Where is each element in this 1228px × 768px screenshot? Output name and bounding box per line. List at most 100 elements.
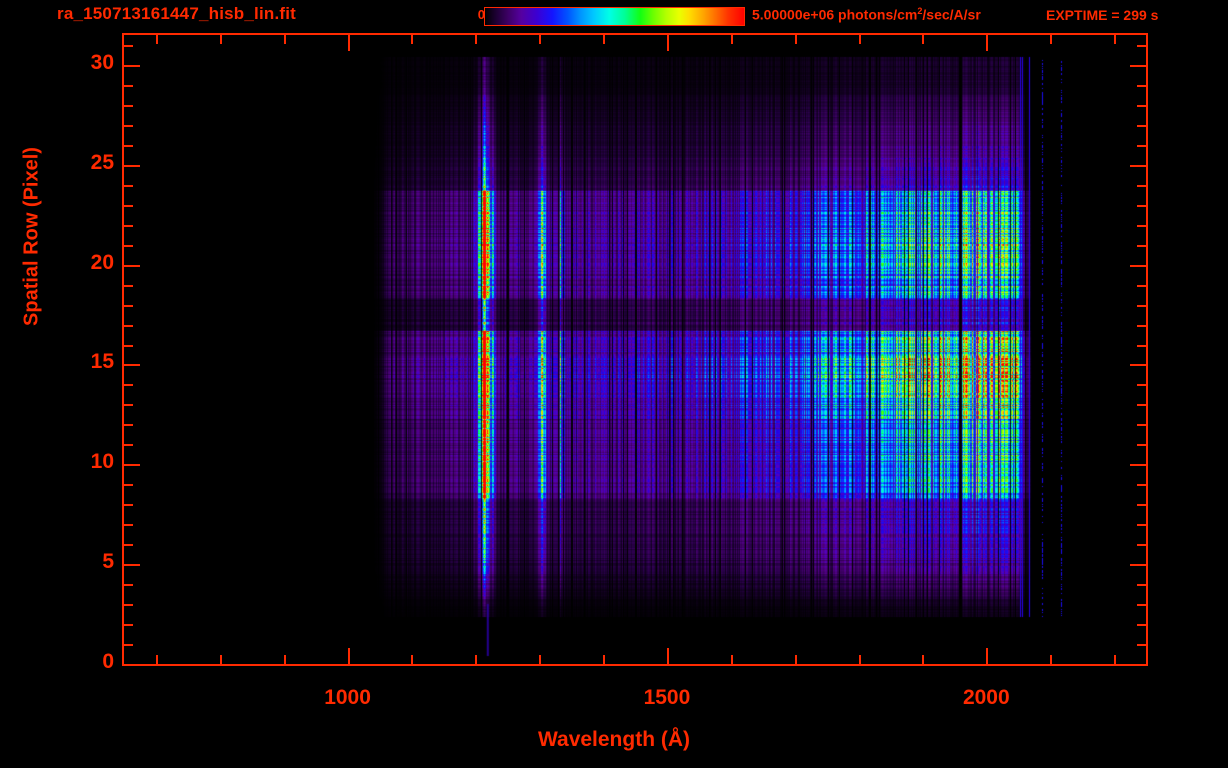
- y-minor-tick-right: [1137, 324, 1146, 327]
- y-major-tick: [124, 364, 140, 367]
- x-minor-tick: [730, 655, 733, 664]
- y-minor-tick-right: [1137, 644, 1146, 647]
- x-tick-label: 2000: [962, 686, 1010, 709]
- colorbar-max-exponent: 2: [917, 6, 923, 16]
- exptime-label: EXPTIME = 299 s: [1046, 7, 1159, 23]
- y-minor-tick: [124, 444, 133, 447]
- x-tick-label: 1500: [643, 686, 691, 709]
- x-minor-tick-top: [155, 35, 158, 44]
- y-major-tick: [124, 64, 140, 67]
- y-tick-label: 15: [90, 350, 114, 374]
- x-major-tick-top: [666, 35, 669, 51]
- y-minor-tick-right: [1137, 584, 1146, 587]
- y-minor-tick-right: [1137, 604, 1146, 607]
- y-minor-tick-right: [1137, 144, 1146, 147]
- y-minor-tick: [124, 624, 133, 627]
- y-major-tick-right: [1130, 364, 1146, 367]
- y-tick-label: 10: [90, 450, 114, 474]
- y-minor-tick: [124, 384, 133, 387]
- y-minor-tick: [124, 544, 133, 547]
- colorbar-max-value: 5.00000e+06 photons/cm: [752, 6, 918, 23]
- y-minor-tick-right: [1137, 404, 1146, 407]
- y-minor-tick: [124, 644, 133, 647]
- y-minor-tick-right: [1137, 384, 1146, 387]
- y-minor-tick-right: [1137, 44, 1146, 47]
- y-tick-label: 5: [102, 550, 114, 574]
- x-major-tick: [666, 648, 669, 664]
- y-major-tick: [124, 464, 140, 467]
- y-minor-tick: [124, 324, 133, 327]
- x-minor-tick-top: [794, 35, 797, 44]
- y-minor-tick-right: [1137, 424, 1146, 427]
- y-minor-tick: [124, 144, 133, 147]
- x-minor-tick-top: [411, 35, 414, 44]
- y-minor-tick: [124, 284, 133, 287]
- x-minor-tick-top: [603, 35, 606, 44]
- colorbar: [484, 7, 745, 26]
- y-minor-tick-right: [1137, 244, 1146, 247]
- y-minor-tick: [124, 404, 133, 407]
- y-minor-tick: [124, 124, 133, 127]
- y-minor-tick-right: [1137, 124, 1146, 127]
- y-minor-tick: [124, 504, 133, 507]
- plot-frame: [122, 33, 1148, 666]
- x-major-tick-top: [986, 35, 989, 51]
- y-minor-tick: [124, 204, 133, 207]
- y-minor-tick-right: [1137, 284, 1146, 287]
- y-minor-tick-right: [1137, 84, 1146, 87]
- x-minor-tick: [858, 655, 861, 664]
- x-minor-tick: [603, 655, 606, 664]
- x-major-tick: [347, 648, 350, 664]
- x-minor-tick-top: [283, 35, 286, 44]
- y-minor-tick-right: [1137, 204, 1146, 207]
- y-minor-tick: [124, 104, 133, 107]
- y-major-tick-right: [1130, 464, 1146, 467]
- y-major-tick-right: [1130, 164, 1146, 167]
- y-minor-tick: [124, 524, 133, 527]
- y-minor-tick-right: [1137, 544, 1146, 547]
- colorbar-max-unit-tail: /sec/A/sr: [922, 6, 981, 23]
- y-minor-tick: [124, 584, 133, 587]
- x-minor-tick: [794, 655, 797, 664]
- y-major-tick-right: [1130, 264, 1146, 267]
- x-minor-tick-top: [730, 35, 733, 44]
- y-minor-tick-right: [1137, 224, 1146, 227]
- y-tick-label: 0: [102, 650, 114, 673]
- x-minor-tick: [155, 655, 158, 664]
- y-minor-tick: [124, 604, 133, 607]
- x-minor-tick: [475, 655, 478, 664]
- y-minor-tick: [124, 484, 133, 487]
- x-major-tick-top: [347, 35, 350, 51]
- y-minor-tick: [124, 344, 133, 347]
- y-minor-tick-right: [1137, 304, 1146, 307]
- y-minor-tick-right: [1137, 184, 1146, 187]
- y-minor-tick: [124, 224, 133, 227]
- y-minor-tick: [124, 44, 133, 47]
- colorbar-min-label: 0: [477, 7, 485, 22]
- spectrogram-image: [124, 35, 1146, 664]
- x-tick-label: 1000: [324, 686, 371, 709]
- y-minor-tick: [124, 424, 133, 427]
- colorbar-max-label: 5.00000e+06 photons/cm2/sec/A/sr: [752, 6, 981, 23]
- x-minor-tick: [1114, 655, 1117, 664]
- y-major-tick-right: [1130, 564, 1146, 567]
- y-minor-tick-right: [1137, 624, 1146, 627]
- x-minor-tick: [283, 655, 286, 664]
- x-minor-tick: [922, 655, 925, 664]
- y-major-tick: [124, 164, 140, 167]
- y-major-tick: [124, 264, 140, 267]
- y-minor-tick-right: [1137, 104, 1146, 107]
- y-minor-tick-right: [1137, 504, 1146, 507]
- x-minor-tick-top: [539, 35, 542, 44]
- x-minor-tick: [411, 655, 414, 664]
- y-minor-tick: [124, 84, 133, 87]
- y-minor-tick-right: [1137, 484, 1146, 487]
- x-minor-tick-top: [219, 35, 222, 44]
- y-tick-label: 25: [90, 150, 114, 174]
- y-axis-title: Spatial Row (Pixel): [20, 147, 43, 326]
- x-axis-title: Wavelength (Å): [537, 728, 691, 751]
- y-minor-tick: [124, 244, 133, 247]
- x-minor-tick: [219, 655, 222, 664]
- y-tick-label: 20: [90, 250, 114, 274]
